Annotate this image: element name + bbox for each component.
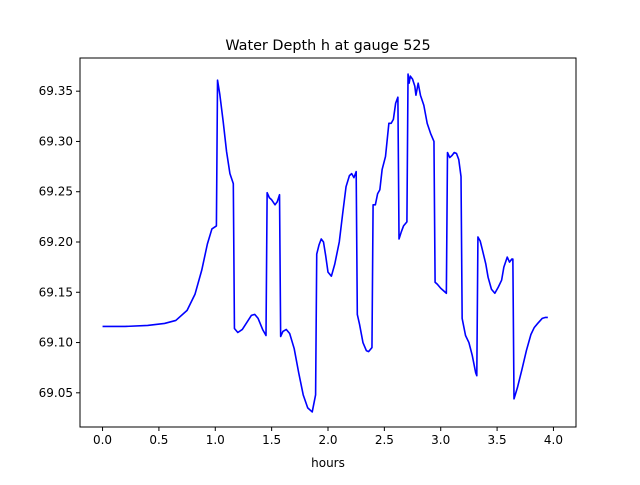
x-tick-label: 0.0: [93, 433, 112, 447]
x-tick-label: 0.5: [149, 433, 168, 447]
y-tick-label: 69.35: [39, 84, 73, 98]
x-tick-label: 3.5: [488, 433, 507, 447]
x-tick-label: 1.0: [206, 433, 225, 447]
x-tick-label: 2.0: [318, 433, 337, 447]
axes: 0.0 0.5 1.0 1.5 2.0 2.5 3.0 3.5 4.0 69.05 69.10 69.…: [39, 57, 577, 447]
y-tick-label: 69.05: [39, 386, 73, 400]
x-tick-label: 2.5: [375, 433, 394, 447]
x-tick-label: 4.0: [544, 433, 563, 447]
x-axis-label: hours: [311, 456, 345, 470]
y-tick-label: 69.20: [39, 235, 73, 249]
x-tick-label: 3.0: [431, 433, 450, 447]
series-line-0: [102, 73, 548, 413]
x-tick-label: 1.5: [262, 433, 281, 447]
y-tick-label: 69.25: [39, 185, 73, 199]
chart-title: Water Depth h at gauge 525: [225, 38, 430, 54]
y-tick-label: 69.15: [39, 285, 73, 299]
y-tick-label: 69.10: [39, 336, 73, 350]
plot-area: [102, 73, 548, 413]
y-tick-label: 69.30: [39, 134, 73, 148]
